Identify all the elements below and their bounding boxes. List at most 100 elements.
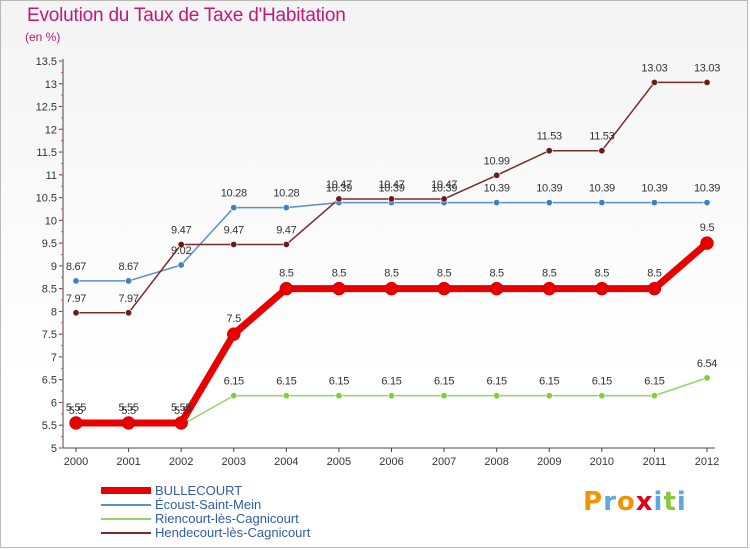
data-label-1: 10.39	[378, 183, 404, 195]
data-point-0	[227, 327, 241, 341]
data-label-2: 6.15	[224, 376, 244, 388]
data-label-3: 10.47	[326, 179, 352, 191]
y-tick-label: 6.5	[42, 375, 57, 387]
data-point-1	[72, 277, 80, 285]
legend-label-bullecourt: BULLECOURT	[155, 483, 243, 498]
y-tick-label: 10.5	[36, 193, 57, 205]
data-point-0	[542, 281, 556, 296]
y-tick-label: 13.5	[36, 56, 57, 68]
data-point-3	[598, 147, 606, 155]
legend-swatch-ecoust	[101, 504, 151, 506]
data-label-0: 5.55	[118, 402, 138, 414]
data-point-2	[545, 392, 553, 400]
y-tick-label: 8.5	[42, 284, 57, 296]
data-point-1	[545, 199, 553, 207]
data-label-3: 7.97	[66, 293, 86, 305]
data-label-3: 10.47	[431, 179, 457, 191]
data-point-3	[230, 240, 238, 248]
y-tick-label: 7.5	[42, 329, 57, 341]
data-label-0: 8.5	[542, 268, 557, 280]
data-point-1	[493, 199, 501, 207]
chart-unit: (en %)	[25, 30, 61, 44]
data-label-3: 9.47	[224, 224, 244, 236]
legend-item-ecoust: Écoust-Saint-Mein	[101, 497, 381, 512]
data-point-0	[437, 281, 451, 296]
y-tick-label: 5	[51, 443, 57, 455]
data-point-3	[335, 195, 343, 203]
data-point-1	[177, 261, 185, 269]
data-label-1: 10.39	[326, 183, 352, 195]
y-tick-label: 8	[51, 306, 57, 318]
data-label-1: 10.39	[694, 183, 720, 195]
data-label-0: 8.5	[595, 268, 610, 280]
legend-swatch-hendecourt	[101, 532, 151, 534]
data-label-1: 10.28	[221, 188, 247, 200]
data-point-1	[703, 199, 711, 207]
data-label-1: 10.39	[536, 183, 562, 195]
data-point-3	[282, 240, 290, 248]
data-point-0	[279, 281, 294, 296]
data-label-0: 9.5	[700, 222, 715, 234]
data-label-2: 6.15	[539, 376, 559, 388]
data-point-3	[703, 78, 711, 86]
data-label-2: 5.5	[121, 405, 136, 417]
data-label-0: 8.5	[279, 268, 294, 280]
x-tick-label: 2011	[643, 456, 667, 468]
data-label-0: 8.5	[489, 268, 504, 280]
data-point-0	[647, 281, 662, 296]
y-tick-label: 7	[51, 352, 57, 364]
legend-label-riencourt: Riencourt-lès-Cagnicourt	[155, 511, 299, 526]
y-tick-label: 9	[51, 261, 57, 273]
data-label-3: 7.97	[118, 293, 138, 305]
data-label-3: 13.03	[694, 62, 720, 74]
data-point-3	[177, 240, 185, 248]
data-label-1: 10.28	[273, 188, 299, 200]
data-point-2	[230, 392, 238, 400]
data-label-2: 6.15	[276, 376, 296, 388]
y-tick-label: 11	[46, 170, 57, 182]
data-label-3: 10.99	[484, 155, 510, 167]
data-label-1: 10.39	[431, 183, 457, 195]
proxiti-logo: Proxiti	[583, 487, 687, 517]
data-label-1: 10.39	[641, 183, 667, 195]
data-point-1	[650, 199, 658, 207]
data-point-0	[595, 281, 609, 296]
data-point-3	[440, 195, 448, 203]
data-point-1	[598, 199, 606, 207]
data-label-0: 5.55	[66, 402, 86, 414]
y-tick-label: 9.5	[42, 238, 57, 250]
data-label-2: 6.15	[487, 376, 507, 388]
y-tick-label: 12	[45, 124, 57, 136]
y-tick-label: 10	[45, 215, 57, 227]
data-label-2: 6.54	[697, 358, 717, 370]
data-label-2: 6.15	[592, 376, 612, 388]
data-label-2: 6.15	[644, 376, 664, 388]
data-point-1	[282, 204, 290, 212]
data-point-3	[72, 309, 80, 317]
data-point-2	[598, 392, 606, 400]
data-label-2: 6.15	[329, 376, 349, 388]
chart-title: Evolution du Taux de Taxe d'Habitation	[27, 5, 346, 26]
y-tick-label: 11.5	[36, 147, 57, 159]
x-tick-label: 2007	[432, 456, 456, 468]
x-tick-label: 2006	[379, 456, 403, 468]
data-point-3	[650, 78, 658, 86]
data-label-2: 6.15	[434, 376, 454, 388]
data-label-1: 10.39	[484, 183, 510, 195]
legend-label-hendecourt: Hendecourt-lès-Cagnicourt	[155, 525, 311, 540]
data-label-3: 13.03	[641, 62, 667, 74]
x-tick-label: 2010	[590, 456, 614, 468]
data-label-2: 5.5	[69, 405, 84, 417]
data-point-0	[121, 416, 136, 430]
data-point-2	[493, 392, 501, 400]
legend: BULLECOURT Écoust-Saint-Mein Riencourt-l…	[101, 483, 381, 540]
data-label-2: 5.5	[174, 405, 189, 417]
data-point-0	[69, 416, 83, 430]
legend-swatch-bullecourt	[101, 487, 151, 494]
legend-item-bullecourt: BULLECOURT	[101, 483, 381, 498]
x-tick-label: 2012	[695, 456, 719, 468]
data-point-3	[545, 147, 553, 155]
legend-swatch-riencourt	[101, 518, 151, 520]
data-point-2	[335, 392, 343, 400]
